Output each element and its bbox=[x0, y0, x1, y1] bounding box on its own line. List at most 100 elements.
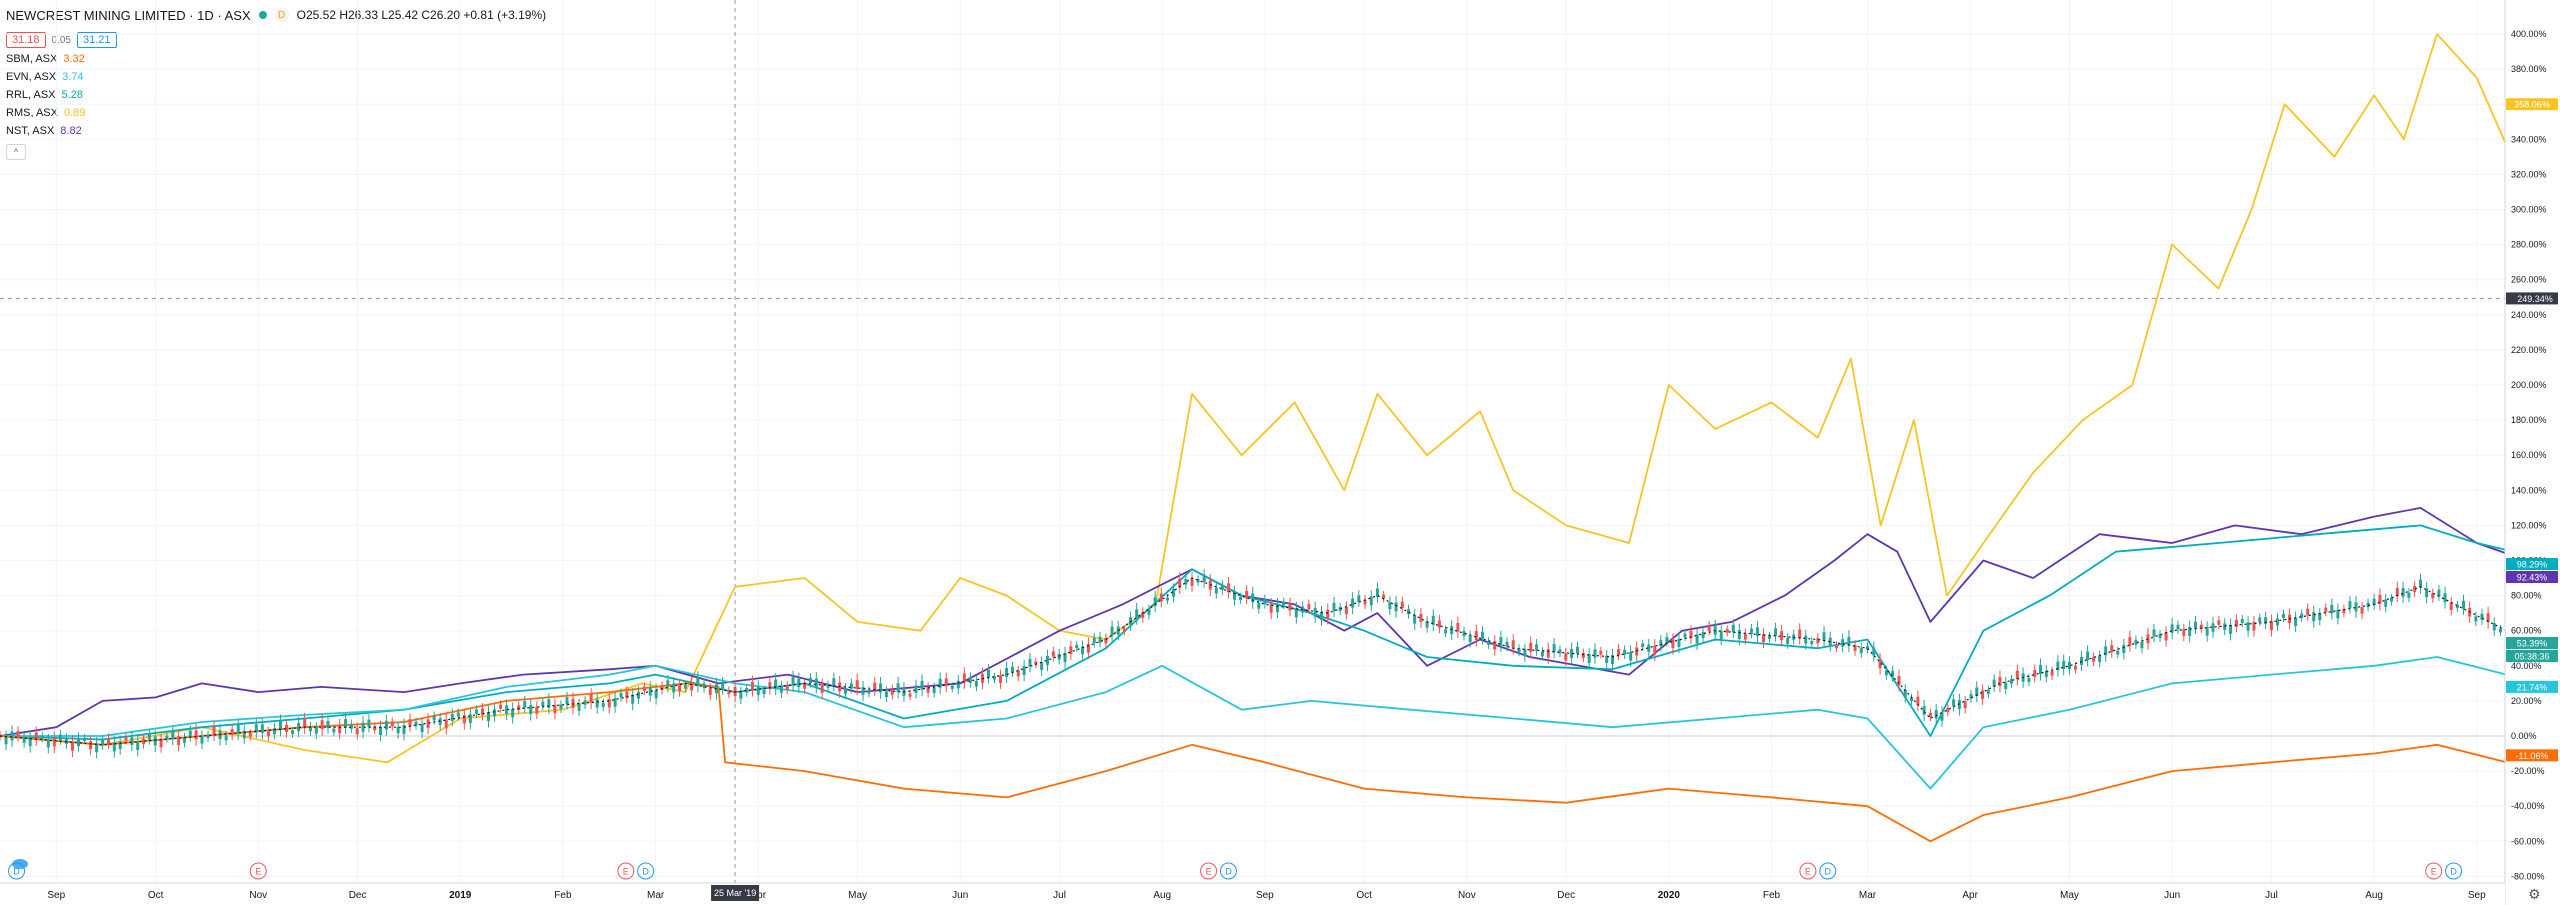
candle-body bbox=[1141, 612, 1145, 618]
series-line-0[interactable] bbox=[0, 33, 2560, 764]
candle-body bbox=[1599, 650, 1603, 655]
candle-body bbox=[34, 732, 38, 741]
y-tick-label: 220.00% bbox=[2511, 345, 2547, 355]
x-tick-label: Jun bbox=[952, 890, 968, 901]
candle-body bbox=[832, 678, 836, 686]
candle-body bbox=[456, 712, 460, 717]
candle-body bbox=[1214, 587, 1218, 594]
settings-gear-icon[interactable]: ⚙ bbox=[2528, 886, 2541, 902]
candle-body bbox=[142, 738, 146, 744]
candle-body bbox=[2205, 627, 2209, 636]
candle-body bbox=[1828, 637, 1832, 646]
comparison-item[interactable]: RMS, ASX 0.89 bbox=[6, 104, 546, 122]
comparison-item[interactable]: RRL, ASX 5.28 bbox=[6, 86, 546, 104]
candle-body bbox=[745, 688, 749, 693]
candle-body bbox=[1629, 651, 1633, 661]
candle-body bbox=[40, 735, 44, 739]
candle-body bbox=[432, 715, 436, 721]
series-line-1[interactable] bbox=[0, 507, 2560, 737]
comparison-item[interactable]: NST, ASX 8.82 bbox=[6, 122, 546, 140]
candle-body bbox=[1400, 601, 1404, 609]
candle-body bbox=[2443, 593, 2447, 603]
ohlc-values: O25.52 H26.33 L25.42 C26.20 +0.81 (+3.19… bbox=[296, 8, 547, 22]
candle-body bbox=[1307, 604, 1311, 610]
candle-body bbox=[1891, 670, 1895, 677]
candle-body bbox=[1040, 662, 1044, 670]
candle-body bbox=[1104, 637, 1108, 644]
candle-body bbox=[2039, 664, 2043, 674]
candle-body bbox=[517, 705, 521, 710]
candle-body bbox=[962, 673, 966, 683]
candle-body bbox=[188, 730, 192, 737]
earnings-icon[interactable] bbox=[617, 862, 635, 880]
bid-price-box[interactable]: 31.18 bbox=[6, 32, 46, 48]
series-line-3[interactable] bbox=[0, 656, 2560, 790]
dividend-icon[interactable] bbox=[637, 862, 655, 880]
candle-body bbox=[1245, 590, 1249, 599]
candle-body bbox=[583, 700, 587, 705]
candle-body bbox=[22, 737, 26, 743]
candle-body bbox=[2354, 602, 2358, 612]
candle-body bbox=[361, 722, 365, 732]
legend-title-row: NEWCREST MINING LIMITED · 1D · ASX D O25… bbox=[6, 4, 546, 26]
candle-body bbox=[1419, 613, 1423, 623]
candle-body bbox=[390, 721, 394, 727]
event-letter: D bbox=[13, 867, 20, 877]
y-tick-label: 240.00% bbox=[2511, 310, 2547, 320]
candle-body bbox=[1934, 710, 1938, 719]
candle-body bbox=[1332, 602, 1336, 612]
candle-body bbox=[690, 682, 694, 691]
earnings-icon[interactable] bbox=[249, 862, 267, 880]
earnings-icon[interactable] bbox=[1200, 862, 1218, 880]
candle-body bbox=[70, 741, 74, 751]
candle-body bbox=[230, 729, 234, 736]
earnings-icon[interactable] bbox=[2425, 862, 2443, 880]
candle-body bbox=[1294, 608, 1298, 618]
candle-body bbox=[1190, 577, 1194, 586]
candle-body bbox=[2312, 612, 2316, 622]
candle-body bbox=[2342, 608, 2346, 614]
comparison-item[interactable]: SBM, ASX 3.32 bbox=[6, 50, 546, 68]
candle-body bbox=[2092, 656, 2096, 662]
y-tick-label: 120.00% bbox=[2511, 520, 2547, 530]
candle-body bbox=[932, 687, 936, 693]
comparison-item[interactable]: EVN, ASX 3.74 bbox=[6, 68, 546, 86]
candle-body bbox=[1810, 640, 1814, 645]
x-tick-label: May bbox=[848, 890, 867, 901]
candle-body bbox=[867, 690, 871, 694]
dividend-badge[interactable]: D bbox=[274, 8, 289, 22]
candle-body bbox=[914, 685, 918, 693]
dividend-icon[interactable] bbox=[2445, 862, 2463, 880]
candle-body bbox=[182, 737, 186, 743]
candle-body bbox=[750, 681, 754, 691]
candle-body bbox=[721, 682, 725, 690]
series-line-2[interactable] bbox=[0, 524, 2560, 741]
symbol-title[interactable]: NEWCREST MINING LIMITED · 1D · ASX bbox=[6, 7, 251, 23]
candle-body bbox=[1946, 707, 1950, 713]
candle-body bbox=[884, 691, 888, 698]
candle-series bbox=[0, 569, 2560, 759]
candle-body bbox=[2486, 613, 2490, 623]
candle-body bbox=[1462, 631, 1466, 637]
x-tick-label: Sep bbox=[1256, 890, 1274, 901]
countdown-label: 05:38:36 bbox=[2514, 651, 2549, 661]
candle-body bbox=[1081, 646, 1085, 655]
ask-price-box[interactable]: 31.21 bbox=[77, 32, 117, 48]
candle-body bbox=[547, 699, 551, 708]
candle-body bbox=[2360, 607, 2364, 614]
comparison-value: 0.89 bbox=[63, 107, 86, 119]
earnings-icon[interactable] bbox=[1799, 862, 1817, 880]
cloud-icon[interactable] bbox=[12, 859, 28, 869]
candle-body bbox=[486, 711, 490, 721]
candle-body bbox=[1063, 653, 1067, 663]
candle-body bbox=[1558, 649, 1562, 654]
collapse-legend-button[interactable]: ^ bbox=[6, 144, 26, 160]
candle-body bbox=[2234, 619, 2238, 627]
chevron-up-icon: ^ bbox=[13, 147, 19, 157]
candle-body bbox=[1659, 640, 1663, 647]
dividend-icon[interactable] bbox=[1819, 862, 1837, 880]
candle-body bbox=[1425, 621, 1429, 628]
candle-body bbox=[285, 724, 289, 733]
dividend-icon[interactable] bbox=[1219, 862, 1237, 880]
